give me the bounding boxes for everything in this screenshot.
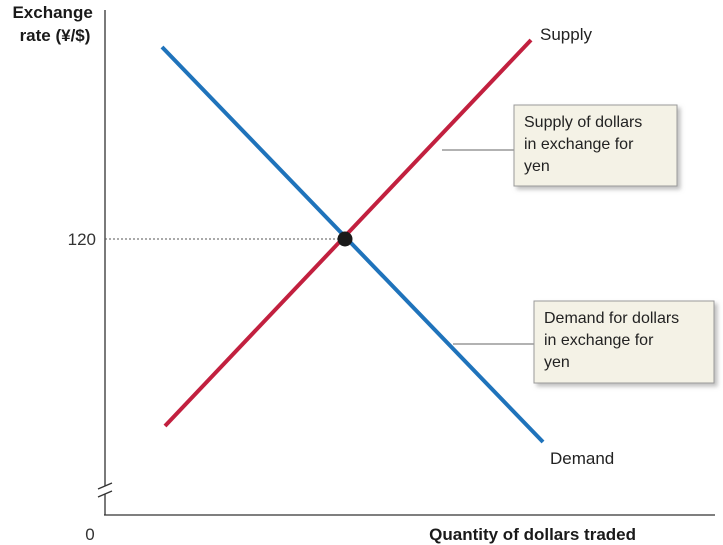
demand-line <box>160 45 545 444</box>
supply-annotation: Supply of dollars in exchange for yen <box>442 104 678 187</box>
y-axis-title-line-1: Exchange <box>12 3 92 22</box>
demand-annotation-text: Demand for dollars in exchange for yen <box>544 310 684 371</box>
demand-annotation: Demand for dollars in exchange for yen <box>453 300 715 384</box>
demand-annotation-line-3: yen <box>544 354 570 371</box>
supply-annotation-line-1: Supply of dollars <box>524 114 642 131</box>
demand-curve-label: Demand <box>550 449 614 468</box>
demand-annotation-line-1: Demand for dollars <box>544 310 679 327</box>
supply-curve-label: Supply <box>540 25 592 44</box>
y-axis-title-line-2: rate (¥/$) <box>20 26 91 45</box>
supply-annotation-line-2: in exchange for <box>524 136 634 153</box>
supply-annotation-box <box>513 104 678 187</box>
demand-annotation-line-2: in exchange for <box>544 332 654 349</box>
supply-annotation-line-3: yen <box>524 158 550 175</box>
origin-label: 0 <box>85 525 94 544</box>
equilibrium-point <box>337 231 353 247</box>
x-axis-title: Quantity of dollars traded <box>429 525 636 544</box>
y-axis-title: Exchange rate (¥/$) <box>12 3 97 45</box>
y-tick-label-120: 120 <box>68 230 96 249</box>
axis-break-icon <box>97 482 113 498</box>
demand-annotation-box <box>533 300 715 384</box>
supply-annotation-text: Supply of dollars in exchange for yen <box>524 114 647 175</box>
